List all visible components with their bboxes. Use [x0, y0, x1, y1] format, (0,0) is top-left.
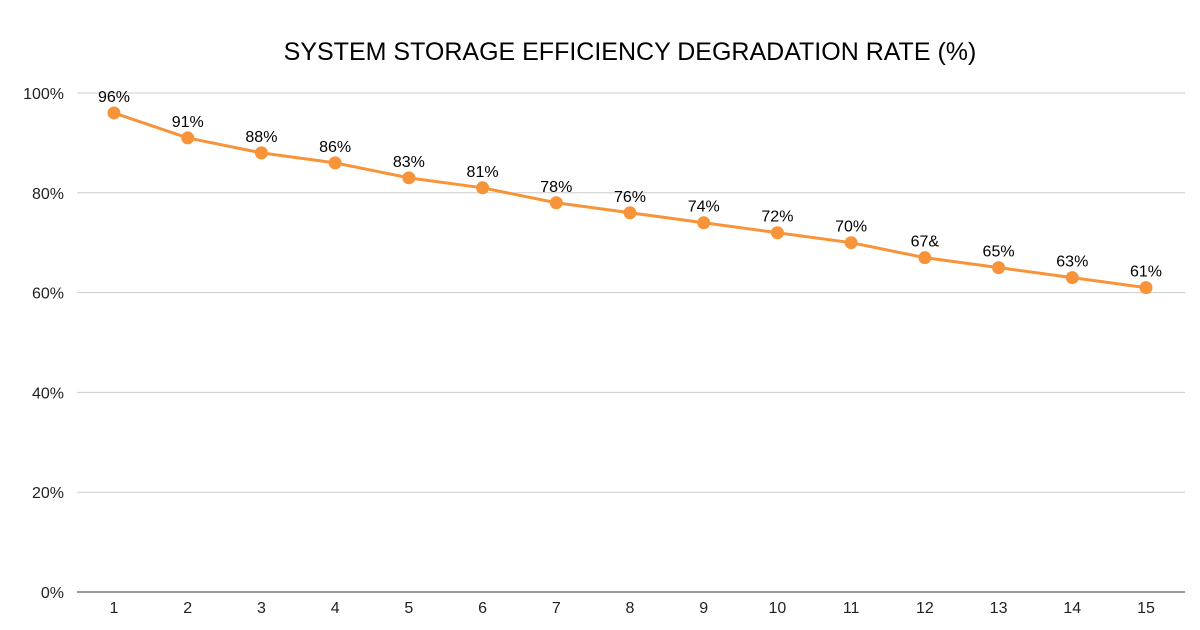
x-tick-label: 9	[699, 600, 708, 617]
data-label: 74%	[688, 199, 720, 216]
x-tick-label: 13	[990, 600, 1008, 617]
data-label: 81%	[467, 164, 499, 181]
data-point	[1139, 281, 1153, 295]
data-label: 86%	[319, 139, 351, 156]
x-tick-label: 5	[404, 600, 413, 617]
x-tick-label: 8	[626, 600, 635, 617]
data-point	[1065, 271, 1079, 285]
chart-title: SYSTEM STORAGE EFFICIENCY DEGRADATION RA…	[284, 38, 977, 66]
data-point	[476, 181, 490, 195]
data-label: 91%	[172, 114, 204, 131]
data-label: 78%	[540, 179, 572, 196]
data-label: 61%	[1130, 264, 1162, 281]
x-tick-label: 7	[552, 600, 561, 617]
data-point	[697, 216, 711, 230]
data-point	[992, 261, 1006, 275]
data-point	[623, 206, 637, 220]
x-tick-label: 2	[183, 600, 192, 617]
data-point	[107, 106, 121, 120]
y-tick-label: 20%	[32, 485, 64, 502]
data-point	[549, 196, 563, 210]
x-tick-label: 3	[257, 600, 266, 617]
y-tick-label: 40%	[32, 385, 64, 402]
data-label: 70%	[835, 219, 867, 236]
x-tick-label: 14	[1063, 600, 1081, 617]
data-label: 67&	[911, 234, 940, 251]
x-tick-label: 11	[843, 600, 860, 617]
x-tick-label: 6	[478, 600, 487, 617]
data-label: 76%	[614, 189, 646, 206]
x-tick-label: 15	[1137, 600, 1155, 617]
y-tick-label: 100%	[23, 86, 64, 103]
y-tick-label: 80%	[32, 186, 64, 203]
data-point	[181, 131, 195, 145]
x-tick-label: 10	[769, 600, 787, 617]
data-label: 96%	[98, 89, 130, 106]
data-point	[844, 236, 858, 250]
y-tick-label: 60%	[32, 286, 64, 303]
data-point	[254, 146, 268, 160]
y-tick-label: 0%	[41, 585, 64, 602]
data-point	[770, 226, 784, 240]
data-label: 63%	[1056, 254, 1088, 271]
data-label: 65%	[983, 244, 1015, 261]
data-point	[918, 251, 932, 265]
x-tick-label: 1	[110, 600, 119, 617]
data-label: 83%	[393, 154, 425, 171]
data-label: 72%	[761, 209, 793, 226]
x-tick-label: 12	[916, 600, 934, 617]
data-point	[328, 156, 342, 170]
x-tick-label: 4	[331, 600, 340, 617]
data-label: 88%	[245, 129, 277, 146]
data-point	[402, 171, 416, 185]
